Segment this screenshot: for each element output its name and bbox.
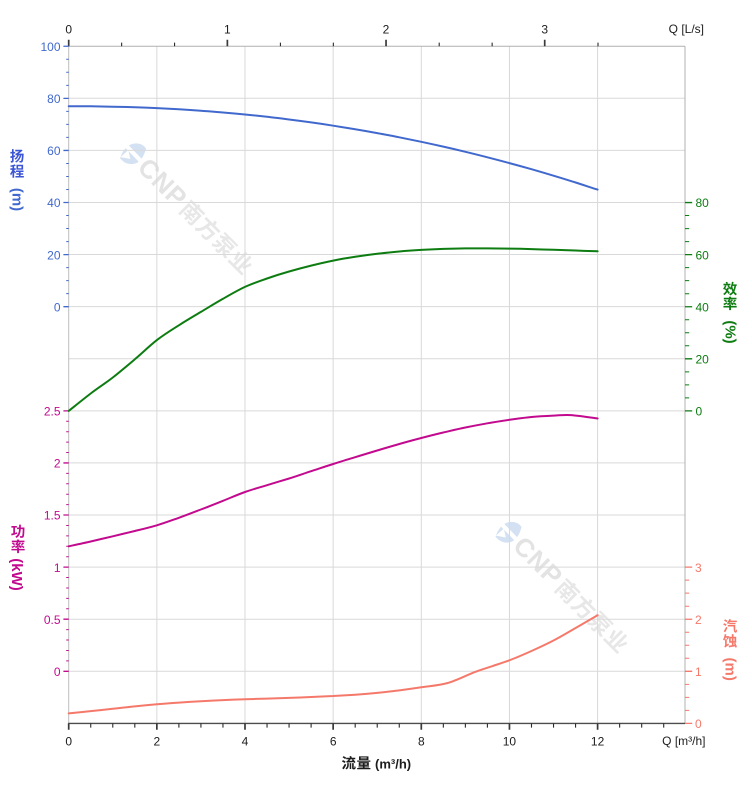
svg-text:1: 1	[54, 561, 61, 575]
svg-text:Q [L/s]: Q [L/s]	[669, 22, 704, 36]
svg-text:(m): (m)	[9, 188, 26, 211]
svg-text:80: 80	[47, 92, 61, 106]
svg-text:0: 0	[65, 23, 72, 37]
svg-text:0: 0	[54, 300, 61, 314]
svg-text:2: 2	[154, 735, 161, 749]
svg-text:10: 10	[503, 735, 517, 749]
svg-text:60: 60	[47, 144, 61, 158]
svg-text:20: 20	[696, 353, 710, 367]
svg-text:0: 0	[65, 735, 72, 749]
svg-text:1: 1	[224, 23, 231, 37]
svg-text:0: 0	[54, 665, 61, 679]
svg-text:60: 60	[696, 248, 710, 262]
svg-text:100: 100	[40, 40, 60, 54]
svg-text:(%): (%)	[722, 320, 739, 343]
svg-text:40: 40	[696, 300, 710, 314]
svg-text:(m³/h): (m³/h)	[375, 756, 411, 771]
svg-text:80: 80	[696, 196, 710, 210]
svg-text:2.5: 2.5	[44, 405, 61, 419]
svg-text:(m): (m)	[722, 658, 739, 681]
svg-text:3: 3	[541, 23, 548, 37]
svg-text:0.5: 0.5	[44, 613, 61, 627]
svg-text:Q [m³/h]: Q [m³/h]	[662, 734, 705, 748]
svg-text:0: 0	[696, 405, 703, 419]
svg-text:2: 2	[54, 457, 61, 471]
svg-text:8: 8	[418, 735, 425, 749]
svg-text:1.5: 1.5	[44, 509, 61, 523]
svg-text:2: 2	[383, 23, 390, 37]
svg-text:2: 2	[695, 613, 702, 627]
svg-text:4: 4	[242, 735, 249, 749]
svg-text:12: 12	[591, 735, 605, 749]
svg-text:3: 3	[695, 561, 702, 575]
svg-text:1: 1	[695, 665, 702, 679]
svg-text:0: 0	[695, 717, 702, 731]
svg-text:(kW): (kW)	[8, 558, 25, 591]
svg-text:40: 40	[47, 196, 61, 210]
svg-text:6: 6	[330, 735, 337, 749]
svg-text:20: 20	[47, 248, 61, 262]
